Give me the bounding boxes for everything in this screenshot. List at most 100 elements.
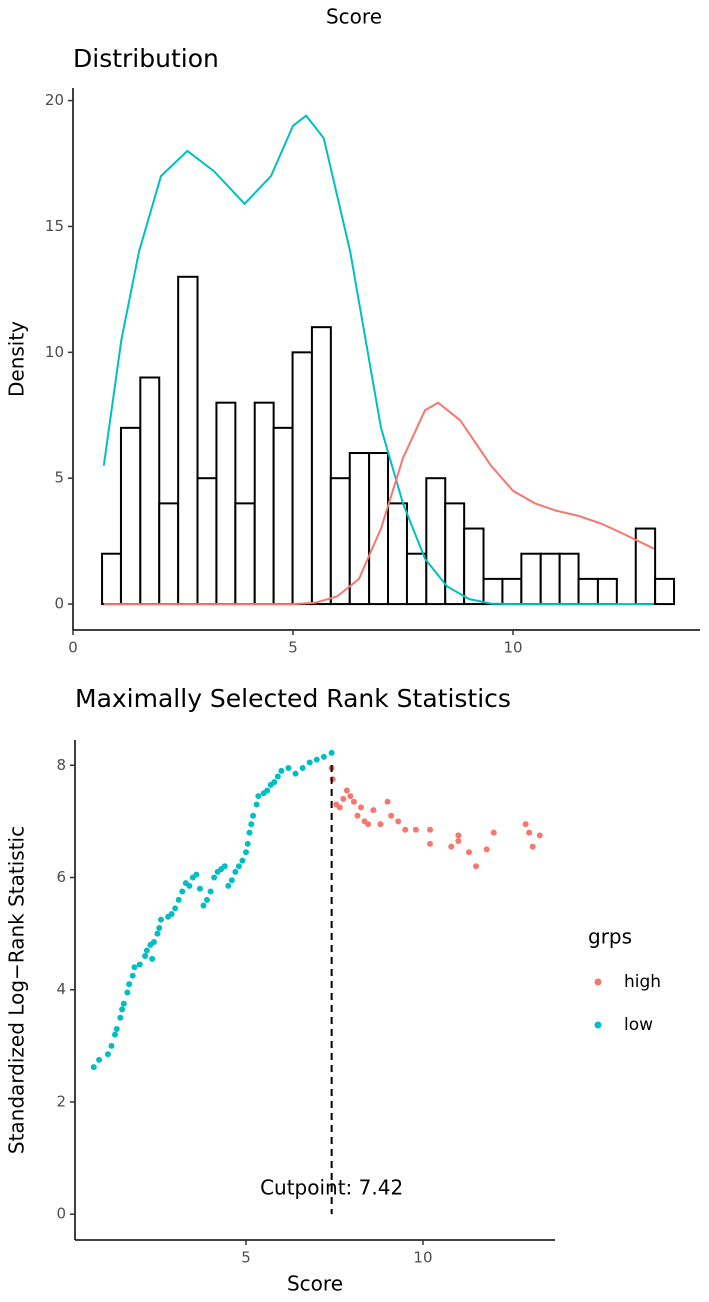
point — [250, 812, 257, 819]
bar — [215, 401, 237, 606]
bar — [253, 401, 275, 606]
legend-label: high — [624, 972, 661, 992]
point — [350, 798, 357, 805]
point — [412, 826, 419, 833]
point — [225, 882, 232, 889]
point — [168, 910, 175, 917]
legend-title: grps — [588, 925, 632, 949]
point — [255, 793, 262, 800]
bar — [119, 426, 142, 606]
point — [278, 767, 285, 774]
bar — [501, 577, 523, 606]
point — [196, 885, 203, 892]
point — [395, 818, 402, 825]
point — [529, 843, 536, 850]
point — [207, 888, 214, 895]
bar — [444, 502, 466, 606]
point — [271, 779, 278, 786]
point — [221, 863, 228, 870]
bar — [405, 552, 428, 606]
point — [142, 953, 149, 960]
point — [228, 877, 235, 884]
bar — [463, 527, 485, 606]
point — [402, 826, 409, 833]
bar — [577, 577, 599, 606]
bar — [654, 577, 676, 606]
point — [253, 801, 260, 808]
point — [465, 849, 472, 856]
bar — [596, 577, 618, 606]
point — [358, 804, 365, 811]
bar — [539, 552, 561, 606]
point — [384, 798, 391, 805]
point — [235, 863, 242, 870]
bar — [234, 502, 256, 606]
point — [483, 846, 490, 853]
bar — [387, 502, 408, 606]
point — [154, 930, 161, 937]
point — [112, 1031, 118, 1038]
y-tick-label: 4 — [56, 980, 66, 998]
bar — [310, 326, 332, 606]
point — [131, 964, 138, 971]
point — [313, 756, 320, 763]
point — [370, 807, 377, 814]
density-curve — [102, 114, 654, 606]
point — [129, 972, 136, 979]
point — [108, 1042, 115, 1049]
point — [244, 840, 251, 847]
point — [292, 770, 299, 777]
bar — [177, 275, 199, 606]
point — [113, 1026, 120, 1033]
point — [248, 821, 255, 828]
bar — [520, 552, 542, 606]
bar — [634, 527, 657, 606]
point — [264, 787, 271, 794]
y-tick-label: 2 — [56, 1092, 66, 1110]
bar — [348, 452, 371, 606]
point — [388, 812, 395, 819]
bar — [291, 351, 313, 606]
point — [328, 749, 335, 756]
point — [448, 843, 455, 850]
y-tick-label: 10 — [45, 343, 64, 361]
bar — [272, 426, 294, 606]
panel-title: Distribution — [73, 44, 219, 73]
point — [455, 838, 462, 845]
point — [239, 857, 246, 864]
x-tick-label: 10 — [413, 1249, 432, 1267]
point — [124, 989, 131, 996]
bar — [158, 502, 180, 606]
point — [340, 795, 347, 802]
y-axis-label: Density — [5, 321, 29, 397]
point — [172, 905, 179, 912]
point — [156, 924, 163, 931]
point — [232, 868, 239, 875]
y-tick-label: 0 — [56, 1205, 66, 1223]
point — [427, 826, 434, 833]
point — [354, 812, 361, 819]
bar — [139, 376, 161, 606]
point — [193, 871, 200, 878]
point — [119, 1006, 126, 1013]
point — [427, 840, 434, 847]
bar — [558, 552, 580, 606]
point — [158, 916, 165, 923]
x-tick-label: 5 — [288, 639, 298, 657]
point — [490, 829, 497, 836]
x-axis-label: Score — [287, 1272, 343, 1296]
bar — [425, 477, 447, 606]
point — [336, 804, 343, 811]
point — [473, 863, 480, 870]
point — [200, 902, 207, 909]
point — [522, 821, 529, 828]
point — [149, 955, 156, 962]
point — [536, 832, 543, 839]
point — [347, 793, 354, 800]
bar — [196, 477, 218, 606]
point — [329, 776, 336, 783]
point — [126, 981, 133, 988]
y-tick-label: 6 — [56, 868, 66, 886]
bar — [482, 577, 504, 606]
point — [343, 787, 350, 794]
